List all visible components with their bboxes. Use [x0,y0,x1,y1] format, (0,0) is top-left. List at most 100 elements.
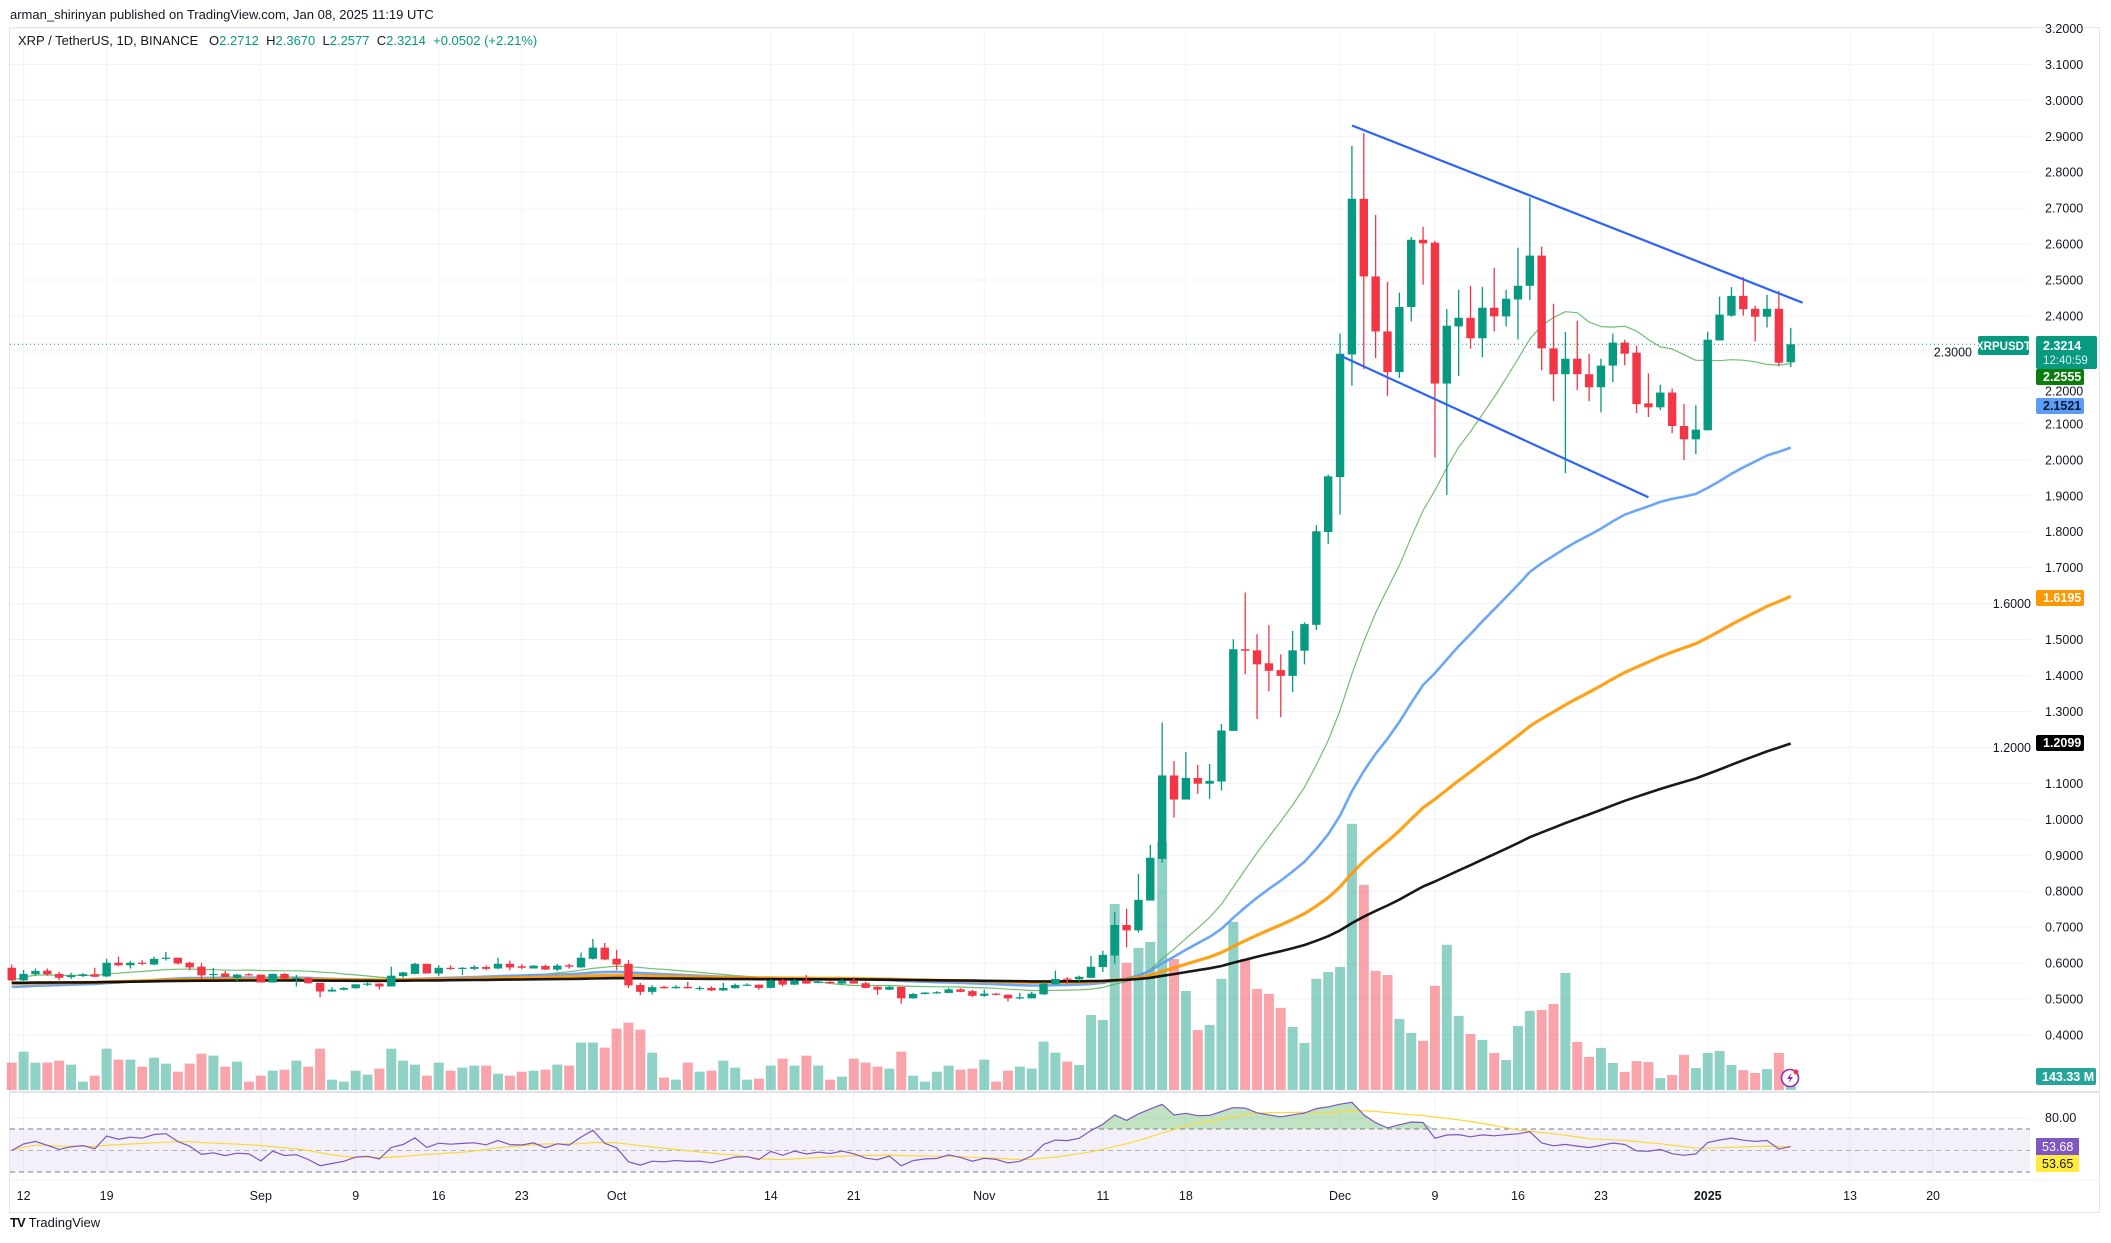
candle-body [647,987,657,992]
candle-body [1205,780,1214,784]
ma-orange-line [11,594,1792,986]
volume-bar [1275,1007,1286,1090]
volume-bar [89,1075,100,1090]
candle-body [659,986,669,989]
candle-body [1620,342,1629,354]
price-tick-label: 1.2000 [1993,741,2031,755]
candle-body [232,974,242,978]
volume-bar [765,1065,776,1090]
volume-bar [279,1069,290,1090]
ma-orange-value: 1.6195 [2043,591,2081,605]
ma-black-value: 1.2099 [2043,736,2081,750]
volume-bar [66,1064,77,1090]
price-tick-label: 1.0000 [2045,813,2083,827]
trendlines[interactable] [1339,124,1804,499]
candle-body [197,966,206,976]
candle-body [553,965,562,970]
candle-body [90,974,99,977]
time-axis[interactable]: 12 19 Sep 9 16 23 Oct 14 21 Nov 11 18 Dec 9 16 23 2025 13… [17,1189,1940,1203]
tradingview-logo[interactable]: TV TradingView [10,1215,100,1230]
price-tick-label: 1.8000 [2045,525,2083,539]
price-tick-label: 3.2000 [2045,22,2083,36]
candle-body [1762,308,1772,317]
candle-body [1727,295,1736,316]
volume-bar [1441,944,1452,1090]
candle-body [351,984,360,989]
candle-body [1015,997,1025,999]
price-tick-label: 2.7000 [2045,202,2083,216]
candle-body [1371,276,1380,332]
ma-blue-value: 2.1521 [2043,399,2081,413]
volume-bar [884,1068,895,1090]
candle-body [695,987,704,990]
volume-bar [742,1079,753,1090]
candle-body [814,981,823,983]
candle-body [707,987,716,991]
candle-body [612,958,621,965]
volume-bar [694,1071,705,1090]
volume-bar [504,1075,515,1090]
time-tick-label: 16 [432,1189,446,1203]
price-tick-label: 0.7000 [2045,921,2083,935]
volume-bar [1584,1056,1595,1090]
candle-body [256,974,265,983]
lightning-icon[interactable] [1780,1068,1800,1088]
rsi-badge: 53.68 [2036,1138,2079,1155]
volume-bar [587,1042,598,1090]
volume-bar [149,1057,160,1090]
candle-body [481,967,491,969]
volume-bar [825,1079,836,1090]
volume-bar [1750,1072,1761,1090]
volume-bar [1086,1015,1096,1090]
candle-body [1229,649,1238,731]
volume-bars [6,823,1796,1090]
candles [7,133,1795,1004]
time-tick-label: 16 [1511,1189,1525,1203]
candle-body [1501,298,1511,317]
candle-body [541,965,550,970]
price-tick-label: 1.1000 [2045,777,2083,791]
rsi-axis-label: 80.00 [2045,1111,2076,1125]
volume-bar [374,1068,385,1090]
rsi-value: 53.68 [2042,1140,2073,1154]
price-axis[interactable]: 3.2000 3.1000 3.0000 2.9000 2.8000 2.7000 2.60… [1934,22,2084,1043]
time-tick-label: 18 [1179,1189,1193,1203]
volume-bar [647,1052,658,1090]
volume-bar [18,1051,29,1090]
volume-bar [1192,1030,1203,1090]
time-tick-label: 23 [1594,1189,1608,1203]
candle-body [897,986,906,999]
symbol-legend[interactable]: XRP / TetherUS, 1D, BINANCE O2.2712 H2.3… [18,33,537,48]
candle-body [327,989,337,992]
moving-averages [11,311,1792,992]
volume-bar [1157,841,1168,1090]
volume-bar [232,1061,243,1090]
price-tick-label: 0.8000 [2045,885,2083,899]
price-tick-label: 3.0000 [2045,94,2083,108]
volume-bar [1204,1024,1215,1090]
volume-bar [1252,989,1263,1090]
volume-bar [1074,1064,1085,1090]
candle-body [529,965,538,969]
volume-bar [1263,993,1274,1090]
volume-bar [1738,1070,1749,1090]
volume-bar [267,1070,278,1090]
volume-bar [1216,978,1227,1090]
candle-body [363,983,372,985]
legend-low-label: L [322,33,330,48]
volume-bar [1062,1061,1073,1090]
candle-body [790,980,799,985]
candle-body [636,985,645,992]
legend-high: 2.3670 [275,33,316,48]
candle-body [991,993,1001,995]
volume-bar [101,1048,112,1090]
volume-bar [1311,978,1322,1090]
rsi-ma-badge: 53.65 [2036,1155,2079,1172]
volume-bar [1643,1062,1654,1090]
candle-body [564,965,574,967]
candle-body [315,982,325,992]
candle-body [1193,777,1202,784]
volume-bar [255,1075,266,1090]
candle-body [1312,531,1321,625]
